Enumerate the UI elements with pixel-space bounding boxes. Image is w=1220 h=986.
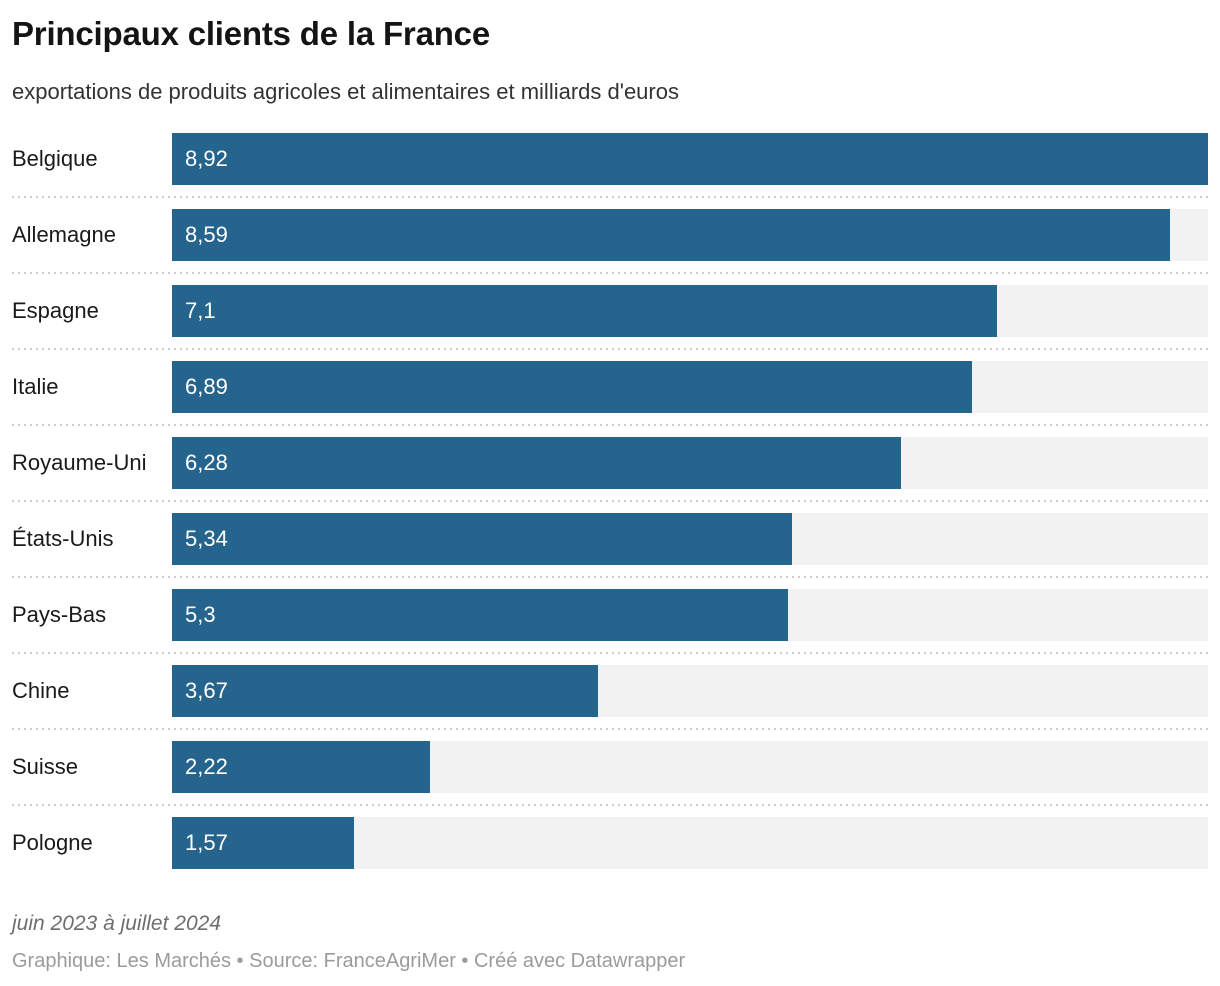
bar-track: 8,92 (172, 133, 1208, 186)
row-separator (12, 424, 1208, 427)
category-label: Suisse (12, 754, 79, 780)
bar-value-label: 6,89 (185, 374, 228, 400)
row-separator (12, 652, 1208, 655)
bar-row: Allemagne 8,59 (12, 196, 1208, 273)
bar: 6,28 (172, 437, 902, 490)
bar-track: 5,34 (172, 513, 1208, 566)
row-separator (12, 728, 1208, 731)
bar-row: Espagne 7,1 (12, 272, 1208, 349)
category-label: Pologne (12, 830, 93, 856)
bar: 2,22 (172, 741, 430, 794)
row-separator (12, 196, 1208, 199)
bar-track: 6,28 (172, 437, 1208, 490)
bar-row: Chine 3,67 (12, 652, 1208, 729)
bar: 8,92 (172, 133, 1208, 186)
bar-row: Pologne 1,57 (12, 804, 1208, 881)
bar: 8,59 (172, 209, 1170, 262)
bar-track: 7,1 (172, 285, 1208, 338)
bar-value-label: 5,34 (185, 526, 228, 552)
bar: 5,34 (172, 513, 793, 566)
bar-track: 5,3 (172, 589, 1208, 642)
bar-track: 8,59 (172, 209, 1208, 262)
chart-title: Principaux clients de la France (12, 15, 490, 52)
bar: 1,57 (172, 817, 355, 870)
bar-value-label: 5,3 (185, 602, 216, 628)
chart-byline: Graphique: Les Marchés • Source: FranceA… (12, 950, 686, 973)
category-label: Allemagne (12, 222, 116, 248)
bar-row: Suisse 2,22 (12, 728, 1208, 805)
bar-track: 2,22 (172, 741, 1208, 794)
bar-row: Royaume-Uni 6,28 (12, 424, 1208, 501)
bar-value-label: 3,67 (185, 678, 228, 704)
bar-chart: Belgique 8,92 Allemagne 8,59 Espagne 7,1… (12, 121, 1208, 881)
row-separator (12, 576, 1208, 579)
row-separator (12, 804, 1208, 807)
bar-row: Pays-Bas 5,3 (12, 576, 1208, 653)
bar-row: États-Unis 5,34 (12, 500, 1208, 577)
bar: 6,89 (172, 361, 973, 414)
category-label: Chine (12, 678, 70, 704)
bar: 3,67 (172, 665, 599, 718)
row-separator (12, 272, 1208, 275)
category-label: Royaume-Uni (12, 450, 147, 476)
bar-value-label: 2,22 (185, 754, 228, 780)
bar-value-label: 8,92 (185, 146, 228, 172)
category-label: États-Unis (12, 526, 114, 552)
bar-value-label: 7,1 (185, 298, 216, 324)
bar-row: Belgique 8,92 (12, 121, 1208, 197)
bar-track: 6,89 (172, 361, 1208, 414)
bar-value-label: 6,28 (185, 450, 228, 476)
bar-track: 3,67 (172, 665, 1208, 718)
bar-value-label: 8,59 (185, 222, 228, 248)
bar-row: Italie 6,89 (12, 348, 1208, 425)
bar-value-label: 1,57 (185, 830, 228, 856)
row-separator (12, 500, 1208, 503)
category-label: Espagne (12, 298, 99, 324)
category-label: Belgique (12, 146, 98, 172)
bar: 5,3 (172, 589, 788, 642)
chart-subtitle: exportations de produits agricoles et al… (12, 78, 679, 104)
category-label: Pays-Bas (12, 602, 107, 628)
bar-track: 1,57 (172, 817, 1208, 870)
row-separator (12, 348, 1208, 351)
bar: 7,1 (172, 285, 997, 338)
chart-note: juin 2023 à juillet 2024 (12, 912, 221, 936)
category-label: Italie (12, 374, 59, 400)
